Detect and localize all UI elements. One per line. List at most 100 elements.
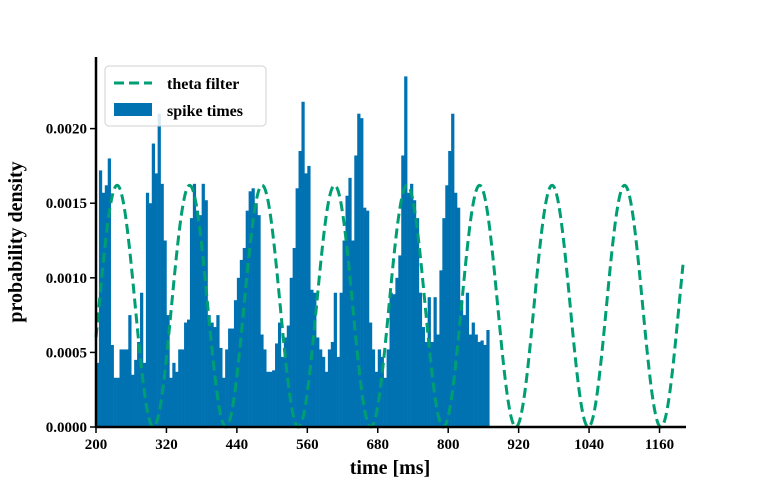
histogram-bar xyxy=(134,359,138,427)
histogram-bar xyxy=(474,334,478,427)
histogram-bar xyxy=(128,315,132,427)
histogram-bar xyxy=(395,277,399,427)
histogram-bar xyxy=(280,356,285,427)
histogram-bar xyxy=(377,349,381,427)
histogram-bar xyxy=(380,356,384,427)
histogram-bar xyxy=(418,292,423,427)
x-tick-label: 200 xyxy=(85,437,108,453)
histogram-bar xyxy=(96,362,100,427)
histogram-bar xyxy=(204,200,208,427)
histogram-bar xyxy=(107,158,111,428)
histogram-bar xyxy=(339,292,343,427)
histogram-bar xyxy=(342,240,346,427)
x-tick-label: 680 xyxy=(367,437,390,453)
histogram-bar xyxy=(442,218,446,427)
y-axis-title: probability density xyxy=(5,161,27,322)
histogram-bar xyxy=(122,349,126,427)
histogram-bar xyxy=(427,297,431,427)
histogram-bar xyxy=(172,362,176,427)
histogram-bar xyxy=(298,150,302,427)
histogram-bar xyxy=(151,143,155,427)
histogram-bar xyxy=(233,300,238,427)
x-tick-label: 440 xyxy=(226,437,249,453)
histogram-bar xyxy=(415,218,420,427)
histogram-bar xyxy=(181,349,185,427)
histogram-bar xyxy=(462,315,467,427)
y-tick-label: 0.0020 xyxy=(46,122,87,138)
histogram-bar xyxy=(178,349,182,427)
histogram-bar xyxy=(175,371,179,427)
histogram-bar xyxy=(110,344,114,427)
histogram-bar xyxy=(125,349,129,427)
histogram-bar xyxy=(277,322,282,427)
histogram-bar xyxy=(154,173,158,427)
histogram-bar xyxy=(260,334,264,427)
histogram-bar xyxy=(404,76,408,427)
histogram-bar xyxy=(263,349,267,427)
histogram-bar xyxy=(383,377,387,427)
histogram-bar xyxy=(157,113,161,428)
histogram-bar xyxy=(169,377,173,427)
histogram-bar xyxy=(386,349,390,427)
histogram-bar xyxy=(251,188,255,427)
histogram-bar xyxy=(163,240,167,427)
histogram-bar xyxy=(236,277,241,427)
legend-theta-label: theta filter xyxy=(167,76,239,93)
histogram-bar xyxy=(248,191,252,427)
histogram-bar xyxy=(454,192,458,427)
histogram-bar xyxy=(412,200,417,427)
histogram-bar xyxy=(389,292,393,427)
histogram-bar xyxy=(184,322,188,427)
histogram-bar xyxy=(119,349,123,427)
histogram-bar xyxy=(363,207,367,427)
histogram-bar xyxy=(313,292,317,427)
histogram-bar xyxy=(374,371,379,427)
x-tick-label: 320 xyxy=(155,437,178,453)
histogram-bar xyxy=(245,210,249,427)
histogram-bar xyxy=(486,330,490,427)
histogram-bar xyxy=(468,334,472,427)
histogram-bar xyxy=(272,370,276,427)
histogram-bar xyxy=(457,207,461,427)
histogram-bar xyxy=(301,101,305,428)
theta-filter-line xyxy=(94,183,685,429)
x-axis-title: time [ms] xyxy=(350,457,431,479)
histogram-bar xyxy=(424,341,428,427)
y-ticks: 0.0000 0.0005 0.0010 0.0015 0.0020 xyxy=(46,122,96,436)
histogram-bar xyxy=(137,341,141,427)
histogram-bar xyxy=(254,203,258,427)
histogram-bar xyxy=(257,215,261,427)
histogram-bar xyxy=(304,173,308,427)
histogram-bar xyxy=(192,183,197,427)
histogram-bar xyxy=(186,319,191,427)
histogram-bar xyxy=(116,377,120,427)
histogram-bar xyxy=(392,294,396,427)
legend: theta filter spike times xyxy=(104,65,267,127)
histogram-bar xyxy=(327,349,332,427)
y-tick-label: 0.0015 xyxy=(46,196,87,212)
histogram-bar xyxy=(113,377,117,427)
histogram-bar xyxy=(436,334,440,427)
histogram-bar xyxy=(166,315,170,427)
histogram-bar xyxy=(145,192,150,427)
histogram-bar xyxy=(398,255,402,427)
histogram-bar xyxy=(295,188,299,427)
histogram-bar xyxy=(104,185,109,427)
histogram-bar xyxy=(225,349,229,427)
histogram-bar xyxy=(319,349,323,427)
histogram-bar xyxy=(357,113,361,428)
histogram-bar xyxy=(198,215,202,427)
histogram-bar xyxy=(283,337,288,427)
histogram-bar xyxy=(275,343,279,427)
histogram-bar xyxy=(445,185,449,427)
histogram-bar xyxy=(222,377,226,427)
histogram-bar xyxy=(210,322,214,427)
histogram-bar xyxy=(471,322,475,427)
histogram-bar xyxy=(345,195,349,427)
legend-spike-label: spike times xyxy=(167,103,243,120)
histogram-bar xyxy=(266,371,270,427)
histogram-bar xyxy=(465,292,470,427)
histogram-bar xyxy=(360,118,364,427)
histogram-bar xyxy=(421,327,426,427)
